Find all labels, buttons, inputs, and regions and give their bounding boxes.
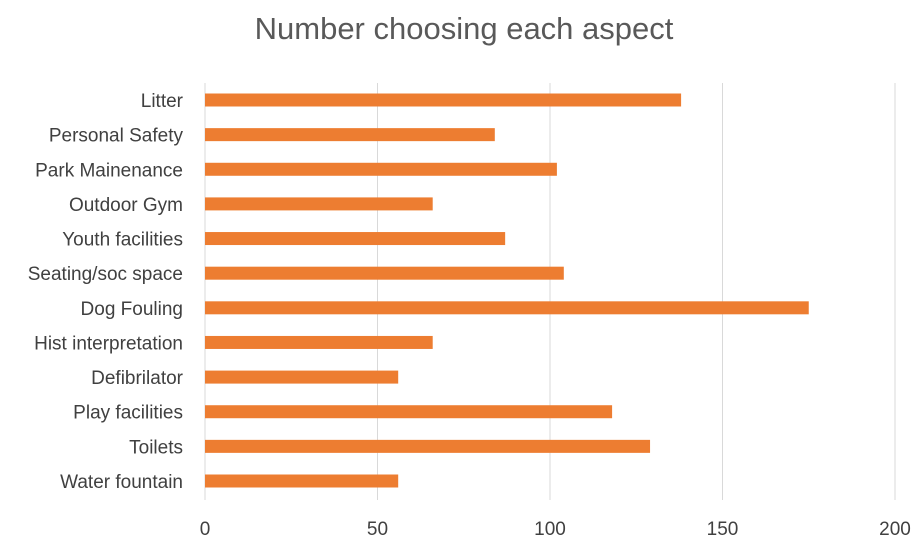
bar (205, 232, 506, 246)
category-label: Water fountain (60, 472, 183, 493)
category-label: Outdoor Gym (69, 195, 183, 216)
category-label: Seating/soc space (28, 264, 183, 285)
category-label: Youth facilities (62, 230, 183, 251)
bar (205, 405, 613, 419)
bar (205, 335, 433, 349)
category-label: Litter (141, 91, 184, 112)
bar (205, 439, 651, 453)
gridlines (204, 83, 896, 500)
x-tick-label: 200 (879, 519, 911, 540)
x-tick-label: 50 (367, 519, 388, 540)
bar (205, 93, 682, 107)
category-label: Personal Safety (49, 126, 184, 147)
chart-title: Number choosing each aspect (255, 11, 674, 46)
bar (205, 128, 495, 142)
category-label: Defibrilator (91, 368, 184, 389)
bar (205, 370, 399, 384)
x-tick-label: 0 (200, 519, 211, 540)
bars (205, 93, 809, 488)
category-label: Dog Fouling (81, 299, 183, 320)
bar (205, 474, 399, 488)
x-axis-tick-labels: 0 50 100 150 200 (200, 519, 911, 540)
category-label: Park Mainenance (35, 160, 183, 181)
category-label: Play facilities (73, 403, 183, 424)
category-label: Toilets (129, 437, 183, 458)
bar (205, 266, 564, 280)
bar (205, 162, 557, 176)
x-tick-label: 150 (707, 519, 739, 540)
category-label: Hist interpretation (34, 333, 183, 354)
bar (205, 301, 809, 315)
category-labels: Litter Personal Safety Park Mainenance Outd… (28, 91, 184, 493)
bar (205, 197, 433, 211)
x-tick-label: 100 (534, 519, 566, 540)
